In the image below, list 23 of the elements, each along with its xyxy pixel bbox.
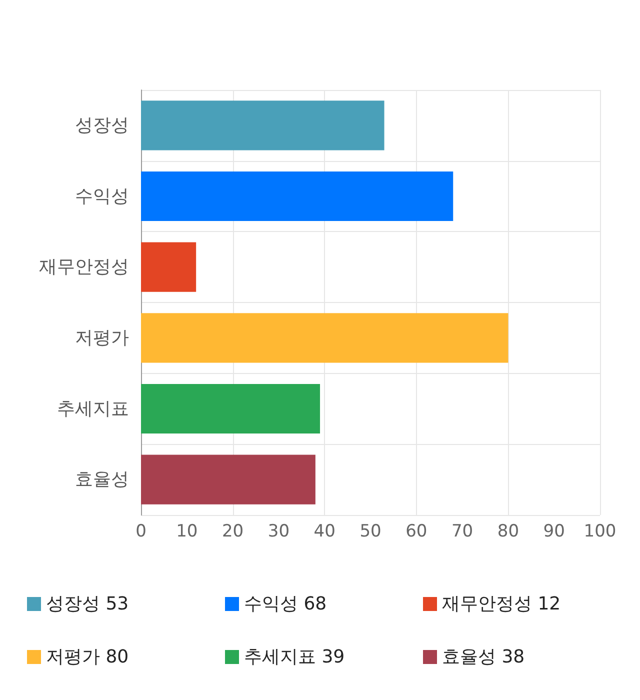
y-tick-label: 수익성 bbox=[75, 186, 129, 207]
y-tick-label: 효율성 bbox=[75, 469, 129, 490]
x-tick-label: 60 bbox=[406, 522, 428, 542]
legend-label: 수익성 68 bbox=[244, 594, 327, 614]
y-tick-label: 성장성 bbox=[75, 114, 129, 136]
x-tick-label: 10 bbox=[176, 522, 198, 542]
y-tick-label: 추세지표 bbox=[57, 398, 129, 420]
x-tick-label: 70 bbox=[451, 522, 474, 542]
x-tick-label: 0 bbox=[136, 522, 146, 542]
x-tick-label: 90 bbox=[543, 522, 565, 542]
x-tick-label: 50 bbox=[360, 522, 382, 542]
legend-label: 저평가 80 bbox=[46, 646, 129, 668]
x-tick-label: 30 bbox=[268, 522, 290, 542]
legend-label: 추세지표 39 bbox=[244, 646, 345, 668]
legend-label: 재무안정성 12 bbox=[442, 594, 561, 614]
x-tick-label: 80 bbox=[497, 522, 520, 542]
x-tick-label: 100 bbox=[584, 522, 616, 542]
legend-label: 성장성 53 bbox=[46, 594, 129, 614]
y-tick-label: 재무안정성 bbox=[39, 256, 129, 278]
x-tick-label: 40 bbox=[314, 522, 336, 542]
y-tick-label: 저평가 bbox=[75, 327, 129, 348]
legend-label: 효율성 38 bbox=[442, 646, 525, 668]
x-tick-label: 20 bbox=[222, 522, 244, 542]
